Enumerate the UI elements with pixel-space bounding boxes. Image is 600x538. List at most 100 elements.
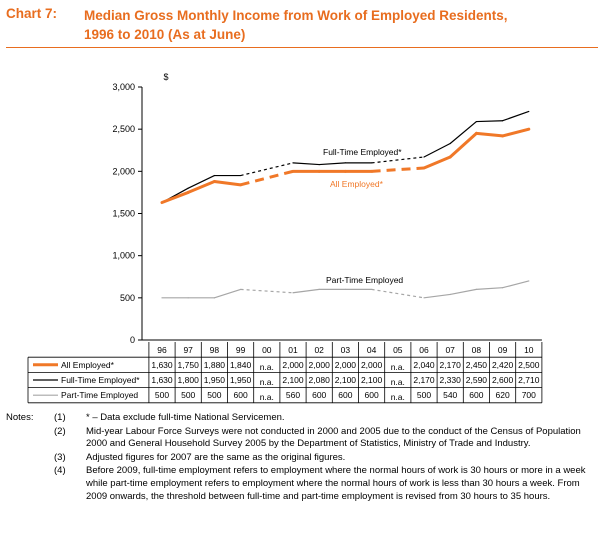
table-cell-value: 600 <box>312 390 326 400</box>
table-cell-value: 600 <box>365 390 379 400</box>
full-series-segment <box>423 142 451 158</box>
table-cell-value: 600 <box>338 390 352 400</box>
table-cell-value: 1,950 <box>204 375 226 385</box>
table-cell-value: 700 <box>522 390 536 400</box>
table-cell-value: 2,450 <box>466 360 488 370</box>
chart-title-text: Median Gross Monthly Income from Work of… <box>84 8 508 42</box>
table-cell-value: 2,000 <box>282 360 304 370</box>
part-series-segment <box>475 287 504 290</box>
income-line-chart: 05001,0001,5002,0002,5003,000$Full-Time … <box>27 72 543 404</box>
x-category-label: 06 <box>419 345 429 355</box>
y-tick-label: 1,500 <box>112 209 135 219</box>
table-cell-value: 2,100 <box>335 375 357 385</box>
table-cell-value: n.a. <box>260 392 274 402</box>
x-category-label: 05 <box>393 345 403 355</box>
y-tick-label: 1,000 <box>112 251 135 261</box>
note-item: (2) Mid-year Labour Force Surveys were no… <box>6 426 596 451</box>
part-time-series-label: Part-Time Employed <box>326 275 403 285</box>
table-cell-value: 2,100 <box>282 375 304 385</box>
table-cell-value: 2,100 <box>361 375 383 385</box>
all-series-segment <box>186 179 216 194</box>
all-series-segment <box>501 127 531 138</box>
table-cell-value: n.a. <box>391 392 405 402</box>
table-cell-value: 600 <box>234 390 248 400</box>
table-cell-value: n.a. <box>391 377 405 387</box>
x-category-label: 09 <box>498 345 508 355</box>
note-number: (2) <box>54 425 66 437</box>
x-category-label: 97 <box>183 345 193 355</box>
x-category-label: 07 <box>445 345 455 355</box>
all-series-segment <box>212 179 243 187</box>
x-category-label: 99 <box>236 345 246 355</box>
y-tick-label: 2,000 <box>112 166 135 176</box>
table-cell-value: 2,330 <box>440 375 462 385</box>
title-divider <box>6 47 598 48</box>
table-cell-value: 2,170 <box>413 375 435 385</box>
all-series-segment <box>422 155 452 170</box>
all-series-segment <box>474 131 505 138</box>
table-cell-value: 2,710 <box>518 375 540 385</box>
table-cell-value: 500 <box>181 390 195 400</box>
part-series-segment <box>423 293 451 299</box>
full-series-segment <box>449 120 477 145</box>
all-series-segment <box>448 131 478 159</box>
table-cell-value: n.a. <box>260 377 274 387</box>
all-legend-label: All Employed* <box>61 360 115 370</box>
table-cell-value: 2,080 <box>309 375 331 385</box>
chart-number: Chart 7: <box>6 6 58 21</box>
table-cell-value: 2,170 <box>440 360 462 370</box>
notes-section: Notes: (1) * – Data exclude full-time Nati… <box>6 412 596 504</box>
table-cell-value: 2,590 <box>466 375 488 385</box>
table-cell-value: 1,630 <box>151 375 173 385</box>
full-time-series-label: Full-Time Employed* <box>323 147 402 157</box>
table-cell-value: 620 <box>496 390 510 400</box>
table-cell-value: 2,000 <box>309 360 331 370</box>
table-cell-value: 540 <box>443 390 457 400</box>
table-cell-value: 560 <box>286 390 300 400</box>
x-category-label: 96 <box>157 345 167 355</box>
table-cell-value: n.a. <box>391 362 405 372</box>
table-cell-value: 2,500 <box>518 360 540 370</box>
full-series-gap-segment <box>240 162 294 177</box>
note-number: (3) <box>54 451 66 463</box>
table-cell-value: 500 <box>155 390 169 400</box>
x-category-label: 10 <box>524 345 534 355</box>
table-cell-value: 2,040 <box>413 360 435 370</box>
part-series-segment <box>213 288 242 299</box>
note-item: Notes: (1) * – Data exclude full-time Nati… <box>6 412 596 425</box>
x-category-label: 01 <box>288 345 298 355</box>
part-legend-label: Part-Time Employed <box>61 390 138 400</box>
part-series-gap-segment <box>240 288 294 294</box>
table-cell-value: 1,950 <box>230 375 252 385</box>
x-category-label: 03 <box>341 345 351 355</box>
full-series-segment <box>187 174 215 189</box>
table-cell-value: 600 <box>469 390 483 400</box>
table-cell-value: 1,880 <box>204 360 226 370</box>
table-cell-value: 2,600 <box>492 375 514 385</box>
x-category-label: 02 <box>314 345 324 355</box>
y-tick-label: 500 <box>120 293 135 303</box>
note-text: * – Data exclude full-time National Serv… <box>86 412 285 423</box>
all-series-gap-segment <box>240 169 294 187</box>
all-series-segment <box>160 190 190 205</box>
full-series-segment <box>475 120 504 123</box>
table-cell-value: 2,000 <box>361 360 383 370</box>
note-item: (4) Before 2009, full-time employment ref… <box>6 465 596 503</box>
y-tick-label: 2,500 <box>112 124 135 134</box>
notes-label: Notes: <box>6 412 34 423</box>
table-cell-value: 1,840 <box>230 360 252 370</box>
full-series-segment <box>292 162 320 166</box>
part-series-segment <box>292 288 320 294</box>
x-category-label: 08 <box>472 345 482 355</box>
note-number: (4) <box>54 465 66 477</box>
full-legend-label: Full-Time Employed* <box>61 375 140 385</box>
note-text: Before 2009, full-time employment refers… <box>86 465 586 502</box>
table-cell-value: 500 <box>417 390 431 400</box>
y-tick-label: 3,000 <box>112 82 135 92</box>
part-series-gap-segment <box>371 288 425 299</box>
part-series-segment <box>449 288 477 296</box>
y-unit-label: $ <box>163 72 168 82</box>
note-text: Mid-year Labour Force Surveys were not c… <box>86 425 581 450</box>
note-text: Adjusted figures for 2007 are the same a… <box>86 451 346 463</box>
table-cell-value: 1,750 <box>178 360 200 370</box>
